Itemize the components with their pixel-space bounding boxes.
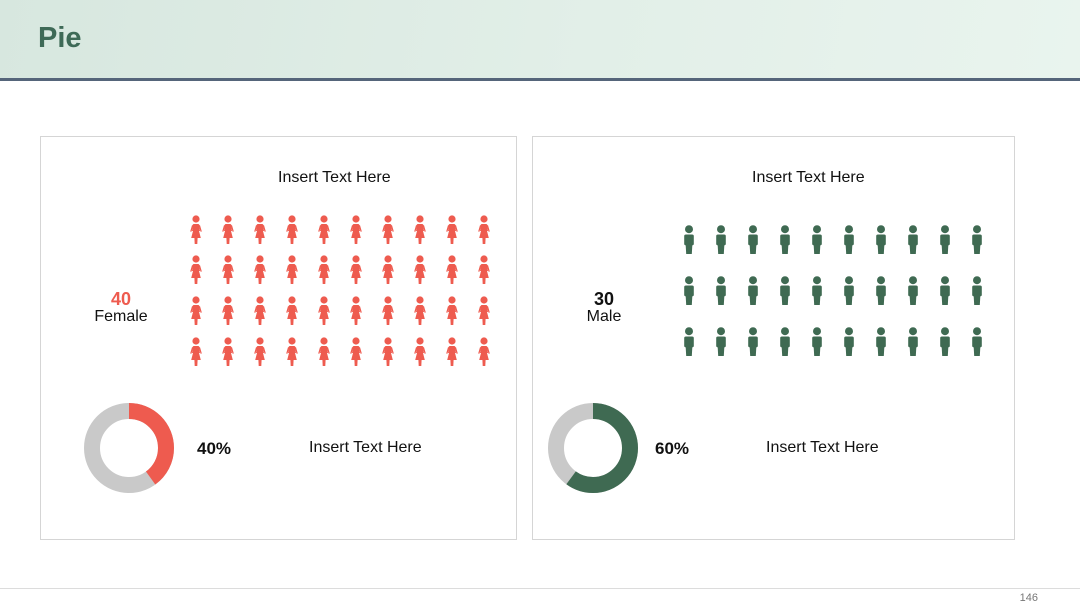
female-panel: Insert Text Here 40 Female 40% Insert Te… <box>40 136 517 540</box>
male-person-icon <box>842 276 856 306</box>
male-person-icon <box>810 327 824 357</box>
male-person-icon <box>810 276 824 306</box>
male-person-icon <box>842 327 856 357</box>
slide-header: Pie <box>0 0 1080 81</box>
female-person-icon <box>413 255 427 285</box>
female-person-icon <box>445 215 459 245</box>
female-person-icon <box>477 255 491 285</box>
female-person-icon <box>317 255 331 285</box>
female-person-icon <box>253 255 267 285</box>
male-person-icon <box>906 327 920 357</box>
female-person-icon <box>349 337 363 367</box>
male-label: Male <box>586 308 622 325</box>
female-person-icon <box>189 337 203 367</box>
female-person-icon <box>413 215 427 245</box>
male-heading: Insert Text Here <box>752 169 865 186</box>
male-person-icon <box>746 276 760 306</box>
male-person-icon <box>682 276 696 306</box>
female-person-icon <box>285 255 299 285</box>
female-percent: 40% <box>197 439 232 458</box>
male-person-icon <box>682 327 696 357</box>
female-person-icon <box>221 337 235 367</box>
female-caption: Insert Text Here <box>309 439 422 456</box>
female-person-icon <box>445 296 459 326</box>
female-person-icon <box>253 296 267 326</box>
male-person-icon <box>714 327 728 357</box>
male-person-icon <box>714 276 728 306</box>
female-person-icon <box>285 215 299 245</box>
female-person-icon <box>349 296 363 326</box>
female-person-icon <box>381 255 395 285</box>
female-person-icon <box>285 296 299 326</box>
male-person-icon <box>842 225 856 255</box>
male-person-icon <box>874 327 888 357</box>
male-person-icon <box>938 276 952 306</box>
slide-title: Pie <box>38 22 82 54</box>
male-person-icon <box>810 225 824 255</box>
page-number: 146 <box>1019 592 1038 604</box>
female-person-icon <box>221 296 235 326</box>
female-person-icon <box>381 215 395 245</box>
male-person-icon <box>970 276 984 306</box>
female-person-icon <box>477 337 491 367</box>
male-person-icon <box>906 225 920 255</box>
female-person-icon <box>413 296 427 326</box>
male-caption: Insert Text Here <box>766 439 879 456</box>
male-percent: 60% <box>655 439 690 458</box>
female-count: 40 <box>110 289 132 309</box>
male-person-icon <box>714 225 728 255</box>
male-person-icon <box>746 327 760 357</box>
female-person-icon <box>253 215 267 245</box>
female-person-icon <box>413 337 427 367</box>
female-person-icon <box>445 255 459 285</box>
male-panel: Insert Text Here 30 Male 60% Insert Text… <box>532 136 1015 540</box>
male-person-icon <box>682 225 696 255</box>
female-person-icon <box>253 337 267 367</box>
male-person-icon <box>970 225 984 255</box>
female-person-icon <box>221 255 235 285</box>
male-count: 30 <box>593 289 615 309</box>
male-person-icon <box>874 276 888 306</box>
male-person-icon <box>746 225 760 255</box>
female-person-icon <box>317 296 331 326</box>
male-person-icon <box>906 276 920 306</box>
female-person-icon <box>189 215 203 245</box>
female-person-icon <box>189 296 203 326</box>
female-label: Female <box>94 308 148 325</box>
male-person-icon <box>778 225 792 255</box>
female-person-icon <box>477 215 491 245</box>
female-person-icon <box>477 296 491 326</box>
male-person-icon <box>938 327 952 357</box>
male-person-icon <box>938 225 952 255</box>
female-person-icon <box>445 337 459 367</box>
female-person-icon <box>349 215 363 245</box>
female-person-icon <box>381 296 395 326</box>
female-heading: Insert Text Here <box>278 169 391 186</box>
male-person-icon <box>970 327 984 357</box>
male-person-icon <box>778 327 792 357</box>
female-person-icon <box>189 255 203 285</box>
footer-divider <box>0 588 1080 589</box>
female-donut-chart <box>84 403 174 493</box>
male-person-icon <box>778 276 792 306</box>
male-person-icon <box>874 225 888 255</box>
female-person-icon <box>381 337 395 367</box>
female-person-icon <box>317 215 331 245</box>
female-person-icon <box>317 337 331 367</box>
female-person-icon <box>221 215 235 245</box>
female-person-icon <box>349 255 363 285</box>
female-person-icon <box>285 337 299 367</box>
male-donut-chart <box>548 403 638 493</box>
